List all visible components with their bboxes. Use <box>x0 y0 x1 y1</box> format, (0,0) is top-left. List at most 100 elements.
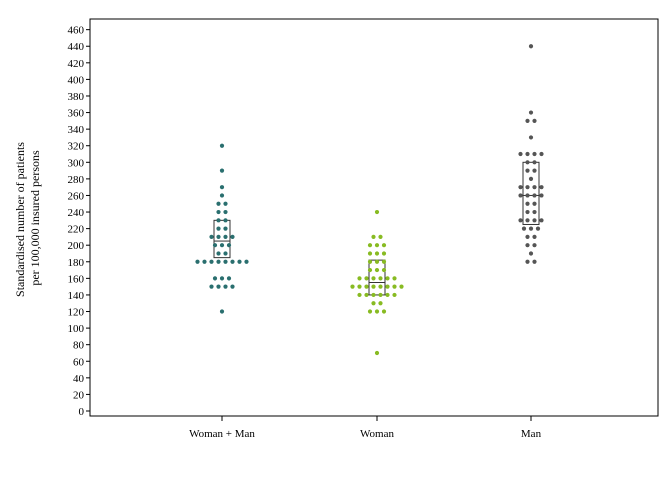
data-point <box>392 284 397 289</box>
x-tick-label: Woman + Man <box>189 428 255 440</box>
y-tick-label: 100 <box>68 323 85 335</box>
data-point <box>525 160 530 165</box>
data-point <box>374 259 380 264</box>
data-point <box>367 309 373 314</box>
y-tick-label: 340 <box>68 124 85 136</box>
data-point <box>374 209 380 215</box>
data-point <box>385 292 390 298</box>
data-point <box>223 209 228 215</box>
data-point <box>525 185 530 190</box>
data-point <box>230 234 235 240</box>
y-tick-label: 180 <box>68 257 85 269</box>
y-tick-label: 460 <box>68 25 85 37</box>
data-point <box>378 284 383 289</box>
data-point <box>209 259 214 264</box>
data-point <box>532 234 537 240</box>
data-point <box>195 259 200 264</box>
data-point <box>378 276 383 281</box>
data-point <box>525 168 530 173</box>
data-point <box>374 309 380 314</box>
data-point <box>367 259 373 264</box>
data-point <box>525 218 530 223</box>
points-group <box>195 44 544 356</box>
x-tick-label: Man <box>521 428 542 440</box>
y-tick-label: 360 <box>68 108 85 120</box>
data-point <box>532 118 537 123</box>
box-iqr <box>522 161 540 225</box>
box-iqr <box>368 259 386 296</box>
x-axis: Woman + Man Woman Man <box>189 416 542 440</box>
data-point <box>378 292 383 298</box>
data-point <box>532 201 537 206</box>
data-point <box>528 135 534 140</box>
data-point <box>381 309 387 314</box>
y-tick-label: 200 <box>68 240 85 252</box>
data-point <box>357 276 362 281</box>
data-point <box>374 243 380 248</box>
data-point <box>230 284 235 289</box>
data-point <box>539 185 544 190</box>
data-point <box>381 251 387 256</box>
y-axis-title-line-1: Standardised number of patients <box>13 142 27 297</box>
data-point <box>532 209 537 215</box>
data-point <box>392 276 397 281</box>
y-tick-label: 320 <box>68 141 85 153</box>
y-tick-label: 220 <box>68 224 85 236</box>
data-point <box>350 284 355 289</box>
data-point <box>219 243 225 248</box>
data-point <box>535 226 541 231</box>
data-point <box>518 193 523 198</box>
data-point <box>525 201 530 206</box>
y-tick-label: 420 <box>68 58 85 70</box>
data-point <box>385 276 390 281</box>
y-axis: 0 20 40 60 80 100 120 140 160 180 200 220 240 260 280 3… <box>68 25 90 418</box>
data-point <box>219 168 225 173</box>
data-point <box>374 267 380 273</box>
data-point <box>525 151 530 157</box>
data-point <box>212 276 218 281</box>
data-point <box>244 259 249 264</box>
y-tick-label: 20 <box>73 389 85 401</box>
y-tick-label: 300 <box>68 157 85 169</box>
data-point <box>223 234 228 240</box>
data-point <box>539 151 544 157</box>
data-point <box>216 226 221 231</box>
y-tick-label: 40 <box>73 373 85 385</box>
y-tick-label: 160 <box>68 273 85 285</box>
y-tick-label: 280 <box>68 174 85 186</box>
data-point <box>367 243 373 248</box>
y-tick-label: 440 <box>68 41 85 53</box>
y-tick-label: 240 <box>68 207 85 219</box>
data-point <box>525 118 530 123</box>
data-point <box>525 234 530 240</box>
data-point <box>539 193 544 198</box>
data-point <box>521 226 527 231</box>
data-point <box>219 309 225 314</box>
data-point <box>528 251 534 256</box>
data-point <box>364 292 369 298</box>
data-point <box>230 259 235 264</box>
data-point <box>223 226 228 231</box>
data-point <box>392 292 397 298</box>
data-point <box>374 251 380 256</box>
data-point <box>532 168 537 173</box>
data-point <box>528 176 534 181</box>
data-point <box>381 267 387 273</box>
data-point <box>539 218 544 223</box>
data-point <box>226 276 232 281</box>
data-point <box>223 259 228 264</box>
x-tick-label: Woman <box>360 428 394 440</box>
data-point <box>216 234 221 240</box>
data-point <box>532 259 537 264</box>
data-point <box>371 284 376 289</box>
data-point <box>216 218 221 223</box>
data-point <box>371 234 376 240</box>
data-point <box>378 301 383 306</box>
y-axis-title: Standardised number of patients per 100,… <box>13 139 42 297</box>
data-point <box>216 209 221 215</box>
data-point <box>528 226 534 231</box>
data-point <box>219 143 225 148</box>
y-tick-label: 260 <box>68 190 85 202</box>
data-point <box>216 251 221 256</box>
